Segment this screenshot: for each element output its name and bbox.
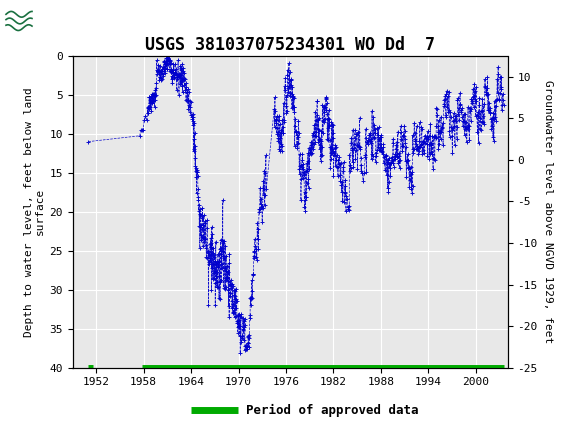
Text: Period of approved data: Period of approved data bbox=[246, 404, 418, 417]
Text: USGS: USGS bbox=[37, 11, 84, 26]
Y-axis label: Depth to water level, feet below land
surface: Depth to water level, feet below land su… bbox=[24, 87, 45, 337]
Text: USGS 381037075234301 WO Dd  7: USGS 381037075234301 WO Dd 7 bbox=[145, 36, 435, 54]
Y-axis label: Groundwater level above NGVD 1929, feet: Groundwater level above NGVD 1929, feet bbox=[543, 80, 553, 344]
Bar bbox=[4, 3, 64, 32]
